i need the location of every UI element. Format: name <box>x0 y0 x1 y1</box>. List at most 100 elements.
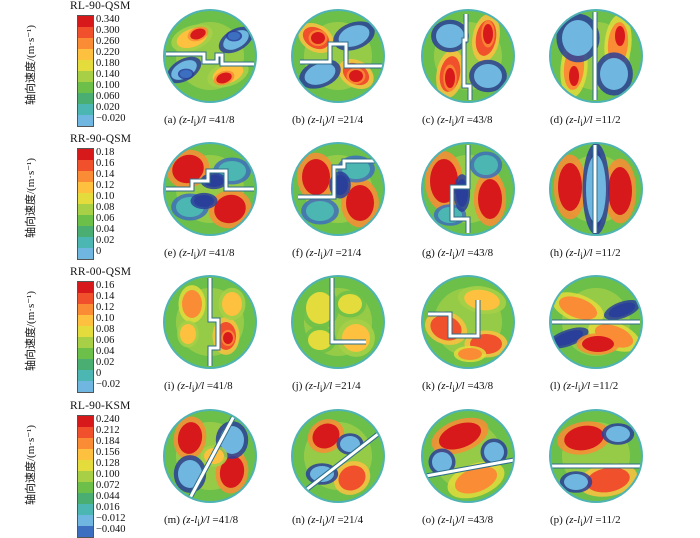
contour-plot <box>291 9 385 103</box>
pipe-wall <box>291 9 385 103</box>
contour-core <box>484 442 504 462</box>
caption-letter: (f) <box>292 247 303 259</box>
colorbar-swatch <box>78 504 93 515</box>
mixer-baffle <box>330 278 366 344</box>
colorbar-tick-label: −0.02 <box>96 379 121 390</box>
mixer-baffle <box>428 300 480 338</box>
contour-core <box>194 195 214 207</box>
colorbar-swatch <box>78 460 93 471</box>
pipe-wall <box>163 142 257 236</box>
contour-core <box>445 68 455 88</box>
axis-label: 轴向速度/(m·s⁻¹) <box>25 425 37 505</box>
colorbar-tick-label: 0.04 <box>96 346 115 357</box>
caption-ratio: )/l <box>582 114 593 126</box>
velocity-contour-disc <box>162 274 258 370</box>
colorbar-tick-label: 0.02 <box>96 357 115 368</box>
contour-plot <box>549 9 643 103</box>
caption-ratio: )/l <box>199 514 210 526</box>
contour-core <box>438 422 482 450</box>
contour-core <box>338 294 362 314</box>
panel-caption: (g) (z-li)/l =43/8 <box>422 247 493 261</box>
caption-variable: (z-l <box>305 380 320 392</box>
contour-core <box>474 155 498 175</box>
colorbar-swatch <box>78 182 93 193</box>
colorbar-tick-label: 0.180 <box>96 58 120 69</box>
caption-subscript: i <box>452 384 455 395</box>
colorbar-swatch <box>78 304 93 315</box>
axis-label-container: 轴向速度/(m·s⁻¹) <box>18 266 42 396</box>
contour-core <box>478 179 502 219</box>
caption-subscript: i <box>319 384 323 395</box>
velocity-contour-disc <box>162 141 258 237</box>
colorbar-swatch <box>78 82 93 93</box>
contour-core <box>214 194 246 224</box>
colorbar-swatch <box>78 215 93 226</box>
contour-core <box>436 24 464 48</box>
colorbar-tick-label: 0.060 <box>96 91 120 102</box>
colorbar-swatch <box>78 359 93 370</box>
mixer-baffle <box>166 169 254 191</box>
caption-letter: (g) <box>422 247 435 259</box>
contour-plot <box>421 409 515 503</box>
velocity-contour-disc <box>420 141 516 237</box>
caption-value: =11/2 <box>595 514 621 526</box>
caption-value: =41/8 <box>208 114 235 126</box>
colorbar-tick-label: 0.12 <box>96 180 115 191</box>
contour-plot <box>291 142 385 236</box>
colorbar-swatch <box>78 515 93 526</box>
panel-row: 轴向速度/(m·s⁻¹) RL-90-KSM 0.240 0.212 0.184 0.15… <box>0 400 700 538</box>
velocity-contour-disc <box>420 408 516 504</box>
colorbar-swatch <box>78 60 93 71</box>
velocity-contour-disc <box>290 274 386 370</box>
colorbar-tick-label: 0.06 <box>96 335 115 346</box>
caption-letter: (k) <box>422 380 435 392</box>
colorbar-tick-label: 0.100 <box>96 469 120 480</box>
panel-caption: (k) (z-li)/l =43/8 <box>422 380 493 394</box>
colorbar-swatch <box>78 27 93 38</box>
contour-core <box>308 330 332 350</box>
contour-core <box>349 70 363 82</box>
colorbar-tick-label: 0.016 <box>96 502 120 513</box>
caption-letter: (m) <box>164 514 180 526</box>
pipe-wall <box>163 9 257 103</box>
contour-core <box>180 324 196 344</box>
pipe-wall <box>421 409 515 503</box>
colorbar-tick-label: 0.08 <box>96 324 115 335</box>
colorbar-swatch <box>78 493 93 504</box>
panel-caption: (b) (z-li)/l =21/4 <box>292 114 363 128</box>
contour-plot <box>163 9 257 103</box>
contour-core <box>177 422 203 454</box>
axis-label-container: 轴向速度/(m·s⁻¹) <box>18 400 42 530</box>
colorbar <box>77 281 94 393</box>
caption-subscript: i <box>193 118 197 129</box>
caption-ratio: )/l <box>322 247 333 259</box>
panel-row: 轴向速度/(m·s⁻¹) RR-90-QSM 0.18 0.16 0.14 0.12 0.1… <box>0 133 700 263</box>
caption-variable: (z-l <box>305 247 321 259</box>
mixer-baffle <box>208 278 220 366</box>
caption-letter: (b) <box>292 114 305 126</box>
colorbar-swatch <box>78 71 93 82</box>
contour-core <box>180 70 192 78</box>
panel-caption: (a) (z-li)/l =41/8 <box>164 114 234 128</box>
contour-plot <box>549 275 643 369</box>
caption-letter: (j) <box>292 380 303 392</box>
pipe-wall <box>291 275 385 369</box>
colorbar-tick-label: 0.260 <box>96 36 120 47</box>
colorbar-tick-label: 0.300 <box>96 25 120 36</box>
colorbar-tick-label: −0.040 <box>96 524 126 535</box>
axis-label-container: 轴向速度/(m·s⁻¹) <box>18 0 42 130</box>
caption-value: =41/8 <box>212 514 239 526</box>
caption-value: =21/4 <box>337 114 364 126</box>
contour-core <box>306 292 334 324</box>
colorbar-swatch <box>78 315 93 326</box>
velocity-contour-disc <box>548 408 644 504</box>
caption-letter: (d) <box>550 114 563 126</box>
panel-caption: (h) (z-li)/l =11/2 <box>550 247 621 261</box>
pipe-wall <box>421 9 515 103</box>
colorbar-swatch <box>78 204 93 215</box>
colorbar-swatch <box>78 337 93 348</box>
colorbar-tick-label: 0.14 <box>96 291 115 302</box>
velocity-contour-disc <box>548 141 644 237</box>
caption-variable: (z-l <box>565 247 581 259</box>
colorbar-swatch <box>78 471 93 482</box>
